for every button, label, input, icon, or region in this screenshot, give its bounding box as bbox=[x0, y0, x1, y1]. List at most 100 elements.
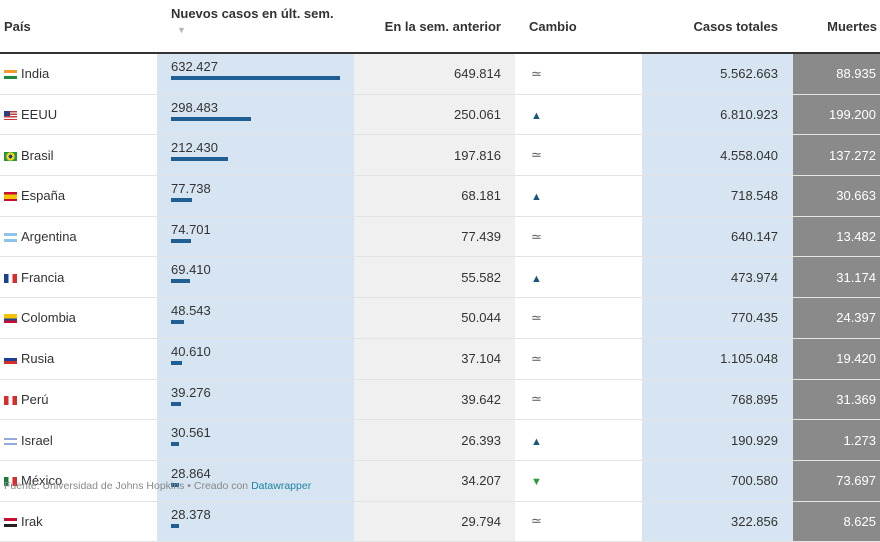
total-cases-cell: 5.562.663 bbox=[642, 53, 793, 95]
table-row: EEUU 298.483 250.061 ▲ 6.810.923 199.200 bbox=[0, 94, 880, 136]
header-row: País Nuevos casos en últ. sem. ▼ En la s… bbox=[0, 0, 880, 54]
prev-week-cell: 68.181 bbox=[354, 175, 515, 217]
table-row: Israel 30.561 26.393 ▲ 190.929 1.273 bbox=[0, 419, 880, 461]
country-name: India bbox=[21, 66, 50, 82]
prev-week-cell: 77.439 bbox=[354, 216, 515, 258]
deaths-cell: 1.273 bbox=[793, 419, 880, 461]
total-cases-cell: 768.895 bbox=[642, 379, 793, 421]
change-cell: ▲ bbox=[515, 94, 642, 136]
new-cases-cell: 298.483 bbox=[157, 94, 354, 136]
total-cases-cell: 6.810.923 bbox=[642, 94, 793, 136]
france-flag-icon bbox=[4, 273, 17, 283]
new-cases-bar bbox=[171, 116, 251, 121]
change-cell: ≃ bbox=[515, 297, 642, 339]
change-cell: ▲ bbox=[515, 419, 642, 461]
country-name: España bbox=[21, 188, 66, 204]
peru-flag-icon bbox=[4, 395, 17, 405]
new-cases-value: 69.410 bbox=[171, 262, 211, 278]
header-prev-week[interactable]: En la sem. anterior bbox=[354, 0, 515, 54]
header-country[interactable]: País bbox=[0, 0, 157, 54]
table-row: Brasil 212.430 197.816 ≃ 4.558.040 137.272 bbox=[0, 134, 880, 177]
total-cases-cell: 190.929 bbox=[642, 419, 793, 461]
deaths-cell: 30.663 bbox=[793, 175, 880, 217]
new-cases-bar bbox=[171, 523, 179, 528]
new-cases-bar bbox=[171, 157, 228, 162]
new-cases-bar bbox=[171, 238, 191, 243]
table-row: España 77.738 68.181 ▲ 718.548 30.663 bbox=[0, 175, 880, 217]
change-cell: ≃ bbox=[515, 53, 642, 95]
table-row: India 632.427 649.814 ≃ 5.562.663 88.935 bbox=[0, 53, 880, 95]
colombia-flag-icon bbox=[4, 314, 17, 324]
table-row: Rusia 40.610 37.104 ≃ 1.105.048 19.420 bbox=[0, 338, 880, 380]
new-cases-bar bbox=[171, 442, 179, 447]
country-cell: Perú bbox=[0, 379, 157, 421]
triangle-down-icon: ▼ bbox=[531, 476, 542, 489]
new-cases-cell: 28.378 bbox=[157, 501, 354, 542]
new-cases-value: 298.483 bbox=[171, 99, 218, 115]
header-deaths[interactable]: Muertes bbox=[793, 0, 880, 54]
country-cell: Argentina bbox=[0, 216, 157, 258]
country-cell: Irak bbox=[0, 501, 157, 542]
total-cases-cell: 4.558.040 bbox=[642, 134, 793, 177]
new-cases-cell: 77.738 bbox=[157, 175, 354, 217]
deaths-cell: 88.935 bbox=[793, 53, 880, 95]
total-cases-cell: 770.435 bbox=[642, 297, 793, 339]
argentina-flag-icon bbox=[4, 233, 17, 243]
change-cell: ≃ bbox=[515, 501, 642, 542]
new-cases-value: 28.864 bbox=[171, 465, 211, 481]
prev-week-cell: 55.582 bbox=[354, 256, 515, 299]
sort-down-icon[interactable]: ▼ bbox=[177, 25, 186, 35]
total-cases-cell: 473.974 bbox=[642, 256, 793, 299]
header-new-cases-label: Nuevos casos en últ. sem. bbox=[171, 6, 334, 21]
country-name: Francia bbox=[21, 269, 65, 285]
new-cases-cell: 212.430 bbox=[157, 134, 354, 177]
new-cases-value: 30.561 bbox=[171, 425, 211, 441]
country-cell: India bbox=[0, 53, 157, 95]
prev-week-cell: 39.642 bbox=[354, 379, 515, 421]
total-cases-cell: 1.105.048 bbox=[642, 338, 793, 380]
total-cases-cell: 640.147 bbox=[642, 216, 793, 258]
deaths-cell: 199.200 bbox=[793, 94, 880, 136]
total-cases-cell: 322.856 bbox=[642, 501, 793, 542]
change-cell: ▲ bbox=[515, 175, 642, 217]
change-cell: ▲ bbox=[515, 256, 642, 299]
prev-week-cell: 37.104 bbox=[354, 338, 515, 380]
spain-flag-icon bbox=[4, 192, 17, 202]
country-cell: Rusia bbox=[0, 338, 157, 380]
prev-week-cell: 26.393 bbox=[354, 419, 515, 461]
new-cases-bar bbox=[171, 198, 192, 203]
prev-week-cell: 649.814 bbox=[354, 53, 515, 95]
header-change[interactable]: Cambio bbox=[515, 0, 642, 54]
new-cases-value: 28.378 bbox=[171, 506, 211, 522]
header-new-cases[interactable]: Nuevos casos en últ. sem. ▼ bbox=[157, 0, 354, 54]
country-name: Rusia bbox=[21, 351, 55, 367]
russia-flag-icon bbox=[4, 355, 17, 365]
israel-flag-icon bbox=[4, 436, 17, 446]
change-cell: ≃ bbox=[515, 216, 642, 258]
table-row: Colombia 48.543 50.044 ≃ 770.435 24.397 bbox=[0, 297, 880, 339]
total-cases-cell: 718.548 bbox=[642, 175, 793, 217]
approx-equal-icon: ≃ bbox=[531, 391, 542, 407]
india-flag-icon bbox=[4, 70, 17, 80]
approx-equal-icon: ≃ bbox=[531, 65, 542, 81]
new-cases-bar bbox=[171, 76, 340, 80]
new-cases-cell: 39.276 bbox=[157, 379, 354, 421]
mexico-flag-icon bbox=[4, 477, 17, 487]
new-cases-bar bbox=[171, 360, 182, 365]
deaths-cell: 31.369 bbox=[793, 379, 880, 421]
change-cell: ≃ bbox=[515, 134, 642, 177]
approx-equal-icon: ≃ bbox=[531, 228, 542, 244]
header-total-cases[interactable]: Casos totales bbox=[642, 0, 793, 54]
datawrapper-link[interactable]: Datawrapper bbox=[251, 480, 312, 492]
new-cases-value: 632.427 bbox=[171, 59, 218, 74]
new-cases-value: 212.430 bbox=[171, 140, 218, 156]
deaths-cell: 24.397 bbox=[793, 297, 880, 339]
new-cases-bar bbox=[171, 482, 179, 487]
country-cell: Brasil bbox=[0, 134, 157, 177]
usa-canton bbox=[4, 111, 10, 117]
brazil-flag-icon bbox=[4, 151, 17, 161]
new-cases-cell: 69.410 bbox=[157, 256, 354, 299]
new-cases-value: 48.543 bbox=[171, 303, 211, 319]
iraq-flag-icon bbox=[4, 517, 17, 527]
